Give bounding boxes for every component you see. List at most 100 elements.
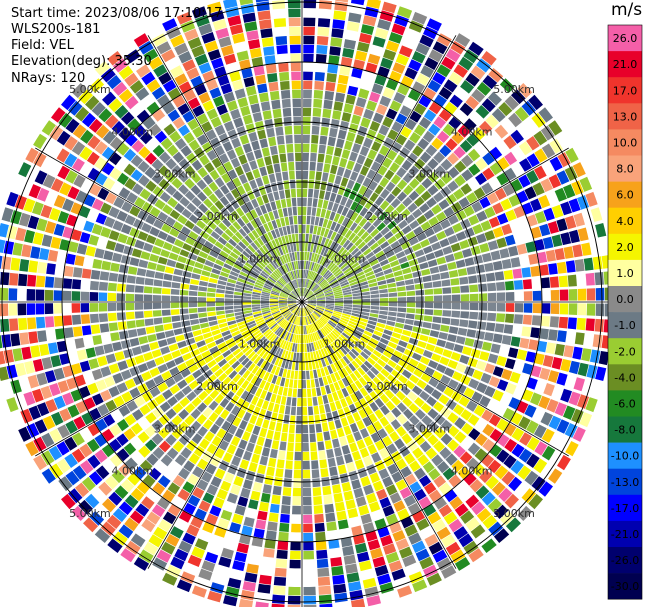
range-gate xyxy=(398,219,408,230)
range-gate xyxy=(308,300,317,302)
range-gate xyxy=(409,110,422,123)
range-gate xyxy=(154,394,166,405)
range-gate xyxy=(230,484,241,496)
range-gate xyxy=(479,120,493,135)
range-gate xyxy=(257,583,271,594)
range-gate xyxy=(173,268,183,276)
range-gate xyxy=(174,203,185,214)
range-gate xyxy=(197,302,207,307)
range-gate xyxy=(549,432,563,448)
range-gate xyxy=(170,302,180,309)
range-gate xyxy=(303,260,307,270)
range-gate xyxy=(438,86,453,100)
range-gate xyxy=(293,125,302,135)
range-gate xyxy=(174,73,188,86)
range-gate xyxy=(18,317,28,331)
range-gate xyxy=(263,371,270,381)
range-gate xyxy=(358,560,372,572)
range-ring-label: 4.00km xyxy=(112,465,154,478)
range-gate xyxy=(120,223,132,235)
range-gate xyxy=(91,223,103,236)
range-gate xyxy=(324,271,332,279)
range-gate xyxy=(321,117,330,127)
range-gate xyxy=(466,192,478,204)
range-gate xyxy=(526,420,539,434)
range-gate xyxy=(321,283,330,289)
range-gate xyxy=(343,330,352,337)
range-gate xyxy=(363,137,373,149)
range-gate xyxy=(524,470,539,486)
range-gate xyxy=(346,179,355,190)
range-gate xyxy=(505,71,521,87)
range-gate xyxy=(334,295,344,299)
range-gate xyxy=(530,365,542,378)
range-gate xyxy=(186,202,197,213)
range-gate xyxy=(473,255,484,265)
range-gate xyxy=(263,548,275,558)
range-gate xyxy=(302,260,304,269)
range-gate xyxy=(176,11,192,25)
range-gate xyxy=(404,139,416,151)
range-gate xyxy=(279,305,288,308)
range-gate xyxy=(287,604,301,607)
range-gate xyxy=(139,188,151,200)
range-gate xyxy=(157,94,171,108)
range-gate xyxy=(370,302,380,306)
range-gate xyxy=(90,313,99,324)
range-gate xyxy=(204,260,215,268)
range-gate xyxy=(414,397,425,408)
range-gate xyxy=(112,81,128,96)
range-gate xyxy=(101,444,115,458)
range-gate xyxy=(245,318,255,323)
range-gate xyxy=(385,250,395,258)
range-gate xyxy=(269,90,280,101)
range-gate xyxy=(554,187,567,202)
range-gate xyxy=(275,218,282,228)
range-gate xyxy=(464,257,475,267)
range-gate xyxy=(341,481,352,492)
range-gate xyxy=(310,351,314,361)
range-gate xyxy=(133,466,147,480)
range-gate xyxy=(130,102,145,117)
range-gate xyxy=(251,302,260,305)
range-gate xyxy=(80,129,94,144)
range-gate xyxy=(130,422,143,435)
range-gate xyxy=(270,322,278,330)
range-gate xyxy=(263,314,272,319)
range-gate xyxy=(231,330,241,337)
range-gate xyxy=(188,139,200,151)
range-gate xyxy=(326,355,333,365)
range-gate xyxy=(554,343,565,356)
range-gate xyxy=(351,598,366,607)
range-gate xyxy=(282,423,289,433)
range-gate xyxy=(540,315,550,327)
range-gate xyxy=(199,364,210,374)
range-gate xyxy=(269,298,279,301)
range-gate xyxy=(118,463,132,477)
range-gate xyxy=(17,303,27,316)
range-gate xyxy=(324,309,333,314)
range-gate xyxy=(295,433,302,443)
colorbar-tick-label: 8.0 xyxy=(616,163,634,176)
range-gate xyxy=(330,343,337,352)
range-gate xyxy=(314,522,325,532)
range-gate xyxy=(516,243,528,255)
range-gate xyxy=(414,488,427,501)
range-gate xyxy=(272,336,279,345)
range-gate xyxy=(369,286,379,291)
range-gate xyxy=(265,202,272,213)
range-gate xyxy=(292,206,297,216)
range-gate xyxy=(404,319,414,325)
range-gate xyxy=(207,543,221,555)
range-gate xyxy=(431,241,442,251)
range-gate xyxy=(244,348,253,357)
range-gate xyxy=(333,233,341,243)
range-gate xyxy=(352,332,362,339)
range-gate xyxy=(504,95,519,111)
range-gate xyxy=(276,549,288,559)
range-gate xyxy=(246,30,259,41)
range-gate xyxy=(326,412,334,422)
range-gate xyxy=(160,249,171,258)
range-gate xyxy=(197,307,207,313)
range-gate xyxy=(136,109,150,123)
